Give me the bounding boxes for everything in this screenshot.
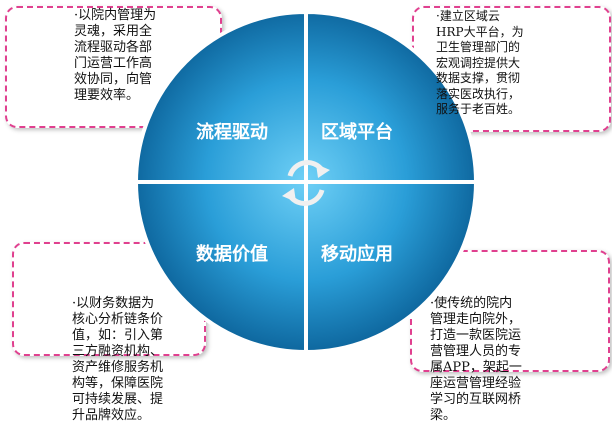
note-text-bottom-left: ·以财务数据为 核心分析链条价 值，如：引入第 三方融资机构、 资产维修服务机 …: [72, 296, 164, 423]
quadrant-top-right: [304, 9, 479, 184]
quadrant-label-mobile-app: 移动应用: [321, 244, 393, 265]
quadrant-bottom-left: [133, 180, 308, 355]
note-text-bottom-right: ·使传统的院内 管理走向院外， 打造一款医院运 营管理人员的专 属APP，架起一…: [430, 296, 522, 423]
quadrant-label-data-value: 数据价值: [196, 244, 268, 265]
note-text-top-right: ·建立区域云 HRP大平台，为 卫生管理部门的 宏观调控提供大 数据支撑，贯彻 …: [436, 9, 524, 116]
note-text-top-left: ·以院内管理为 灵魂，采用全 流程驱动各部 门运营工作高 效协同，向管 理要效率…: [74, 8, 157, 103]
quadrant-top-left: [133, 9, 308, 184]
quadrant-label-regional-platform: 区域平台: [321, 122, 393, 143]
quadrant-label-process-driven: 流程驱动: [196, 122, 268, 143]
quadrant-bottom-right: [304, 180, 479, 355]
